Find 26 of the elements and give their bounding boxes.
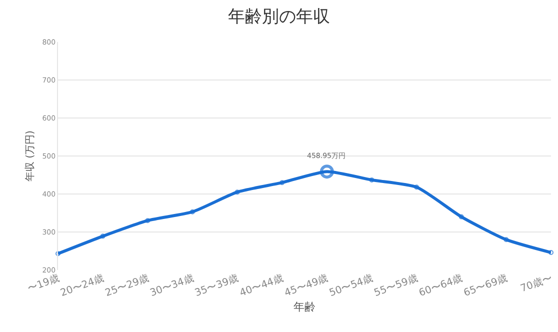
point [548,250,554,256]
point [145,218,150,224]
point [458,214,464,220]
x-tick-label: 〜19歳 [26,272,61,295]
x-tick-label: 55〜59歳 [372,272,420,300]
point [414,184,420,190]
chart-title: 年齢別の年収 [228,6,330,27]
x-axis-title: 年齢 [294,300,316,314]
point [56,251,60,256]
point [280,180,285,186]
x-tick-label: 70歳〜 [518,272,554,295]
point [190,209,195,214]
x-tick-label: 30〜34歳 [148,272,196,300]
point [504,237,509,242]
point [100,234,106,239]
x-tick-label: 25〜29歳 [104,272,150,300]
y-axis-title: 年収 (万円) [24,130,36,182]
x-tick-label: 20〜24歳 [58,272,106,300]
x-tick-label: 60〜64歳 [417,272,464,300]
point [369,177,374,182]
x-tick-label: 50〜54歳 [328,272,374,300]
x-tick-label: 65〜69歳 [462,272,509,300]
x-tick-label: 45〜49歳 [282,272,330,300]
x-tick-label: 40〜44歳 [238,272,285,300]
x-tick-label: 35〜39歳 [193,272,240,300]
point [234,190,240,195]
